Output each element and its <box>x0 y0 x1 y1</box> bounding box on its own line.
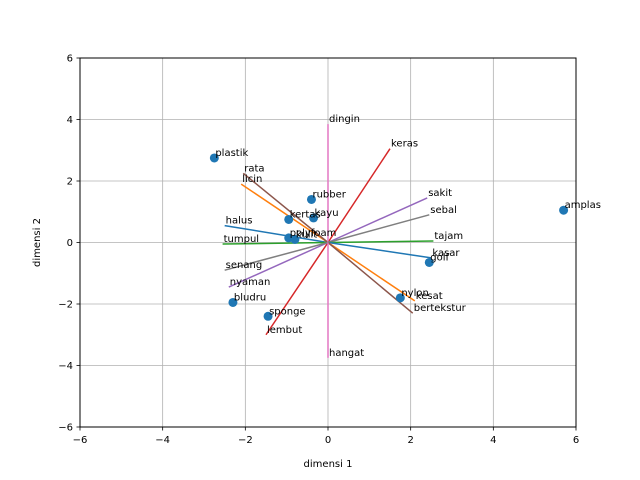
y-tick-label: 4 <box>67 115 73 126</box>
x-tick-label: 0 <box>325 435 331 446</box>
vector-label-dingin: dingin <box>329 114 360 125</box>
point-label-rubber: rubber <box>312 189 346 200</box>
x-tick-label: 4 <box>490 435 496 446</box>
vector-label-hangat: hangat <box>329 348 364 359</box>
point-label-polyfoam: polyfoam <box>290 228 337 239</box>
vector-nyaman <box>228 241 329 288</box>
point-rubber <box>306 194 316 204</box>
point-label-kayu: kayu <box>315 208 339 219</box>
point-plastik <box>209 153 219 163</box>
point-label-bludru: bludru <box>234 292 266 303</box>
x-axis-label: dimensi 1 <box>304 459 353 470</box>
vector-keras <box>327 148 391 243</box>
vectors <box>222 124 434 358</box>
vector-halus <box>224 224 329 244</box>
vector-tajam <box>327 240 434 244</box>
vector-label-tajam: tajam <box>434 231 463 242</box>
vector-label-senang: senang <box>226 260 263 271</box>
point-label-amplas: amplas <box>565 200 601 211</box>
vector-label-halus: halus <box>226 216 253 227</box>
x-tick-label: 2 <box>407 435 413 446</box>
vector-senang <box>224 241 329 271</box>
y-axis-label: dimensi 2 <box>32 218 43 267</box>
vector-kesat <box>327 241 416 302</box>
x-tick-label: −6 <box>73 435 88 446</box>
point-label-kertas: kertas <box>290 209 321 220</box>
vector-label-keras: keras <box>391 139 418 150</box>
vector-sebal <box>327 214 430 244</box>
y-tick-label: −6 <box>58 423 73 434</box>
vector-label-tumpul: tumpul <box>224 234 259 245</box>
vector-sakit <box>327 197 428 244</box>
y-tick-label: −4 <box>58 361 73 372</box>
vector-label-kesat: kesat <box>416 291 443 302</box>
point-golf <box>424 257 434 267</box>
point-label-kulit: kulit <box>296 229 317 240</box>
vector-label-sakit: sakit <box>428 188 452 199</box>
vector-tumpul <box>222 241 329 245</box>
vector-label-bertekstur: bertekstur <box>414 303 467 314</box>
point-bludru <box>228 297 238 307</box>
point-label-nylon: nylon <box>401 288 429 299</box>
point-amplas <box>559 205 569 215</box>
vector-label-nyaman: nyaman <box>230 277 271 288</box>
vector-licin <box>240 183 329 244</box>
labels: halus licin tumpul keras sakit rata dingin seba… <box>215 114 601 359</box>
point-label-golf: golf <box>430 252 449 263</box>
vector-rata <box>242 172 329 244</box>
vector-label-rata: rata <box>244 163 264 174</box>
vector-label-kasar: kasar <box>432 248 460 259</box>
x-tick-label: 6 <box>573 435 579 446</box>
points <box>209 153 569 321</box>
vector-kasar <box>327 241 432 259</box>
point-label-sponge: sponge <box>269 306 306 317</box>
vector-label-lembut: lembut <box>267 325 302 336</box>
x-tick-label: −4 <box>155 435 170 446</box>
y-tick-label: 0 <box>67 238 73 249</box>
point-kertas <box>284 214 294 224</box>
vector-label-licin: licin <box>242 174 262 185</box>
point-sponge <box>263 311 273 321</box>
point-kulit <box>290 234 300 244</box>
y-tick-label: 2 <box>67 177 73 188</box>
y-tick-label: 6 <box>67 54 73 65</box>
vector-lembut <box>265 242 329 336</box>
point-label-plastik: plastik <box>215 148 248 159</box>
point-kayu <box>309 213 319 223</box>
y-tick-label: −2 <box>58 300 73 311</box>
x-tick-label: −2 <box>238 435 253 446</box>
vector-label-sebal: sebal <box>430 205 457 216</box>
point-nylon <box>395 293 405 303</box>
ticks: −6 −4 −2 0 2 4 6 −6 −4 −2 0 2 4 6 <box>58 54 579 447</box>
